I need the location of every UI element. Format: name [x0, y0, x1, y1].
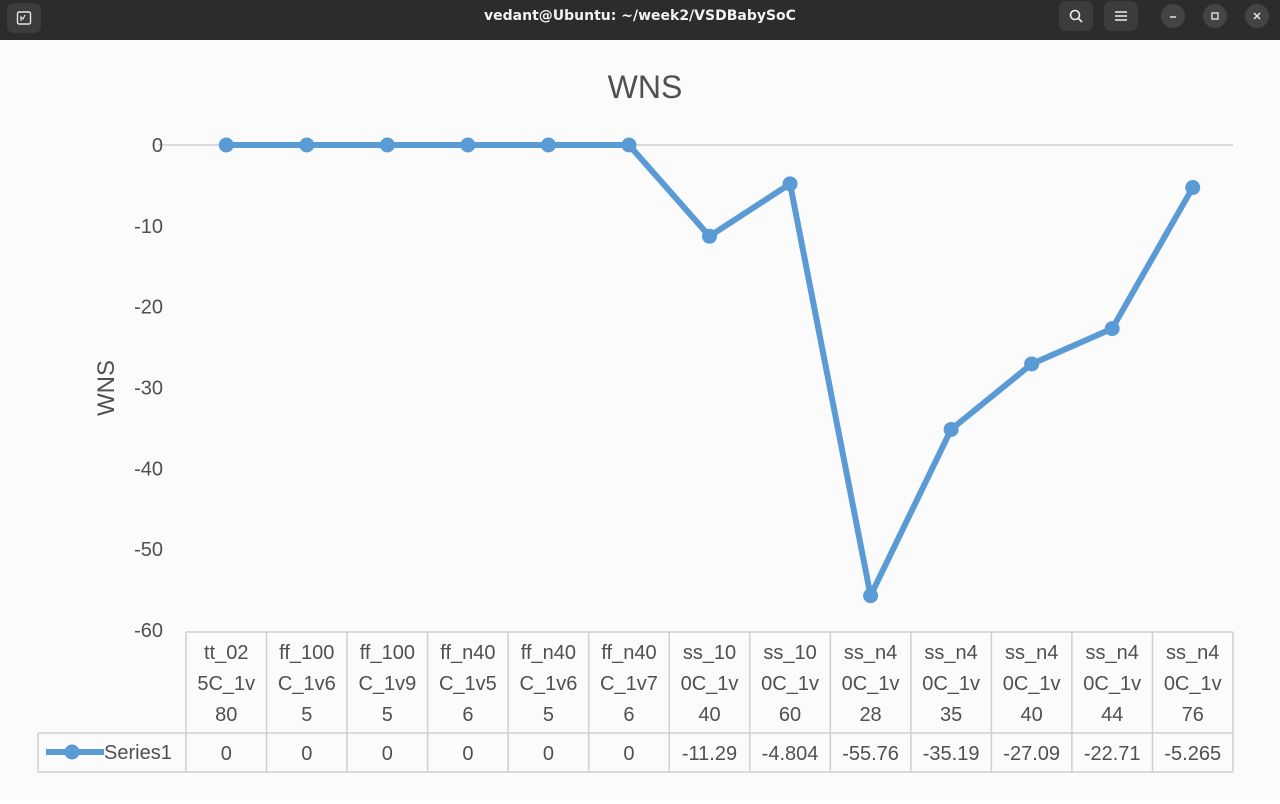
- x-category-label: C_1v6: [278, 673, 336, 695]
- x-category-label: ff_n40: [440, 642, 495, 664]
- data-point: [379, 137, 395, 153]
- y-axis-label: WNS: [93, 360, 120, 416]
- x-category-label: 0C_1v: [922, 673, 980, 695]
- data-point: [540, 137, 556, 153]
- wns-line-chart: WNS WNS 0 -10 -20 -30 -40 -50 -60 tt_02 5C_1v 80…: [37, 69, 1234, 773]
- data-table-value: -35.19: [923, 743, 980, 765]
- data-point: [863, 588, 879, 604]
- x-category-label: 76: [1182, 704, 1204, 726]
- minimize-icon: [1170, 16, 1176, 18]
- data-point: [621, 137, 637, 153]
- data-table-value: 0: [543, 743, 554, 765]
- y-tick-label: -60: [134, 620, 163, 642]
- data-point: [702, 228, 717, 244]
- x-category-label: 0C_1v: [761, 673, 819, 695]
- x-category-label: ss_n4: [1005, 642, 1058, 664]
- x-category-label: C_1v6: [520, 673, 578, 695]
- data-table-value: -55.76: [842, 743, 899, 765]
- data-table-value: -11.29: [682, 743, 737, 765]
- x-category-label: ff_100: [279, 642, 334, 664]
- chart-canvas: WNS WNS 0 -10 -20 -30 -40 -50 -60 tt_02 5C_1v 80…: [0, 40, 1280, 800]
- x-category-label: 35: [940, 704, 962, 726]
- legend-marker: [64, 744, 80, 760]
- x-category-label: ff_100: [360, 642, 415, 664]
- x-category-label: 40: [1021, 704, 1043, 726]
- terminal-menu-button[interactable]: [7, 3, 41, 33]
- legend-label: Series1: [104, 742, 172, 764]
- data-table-value: -5.265: [1164, 743, 1221, 765]
- series-layer: [218, 137, 1201, 604]
- chart-title: WNS: [608, 69, 683, 105]
- x-category-label: C_1v9: [358, 673, 416, 695]
- data-point: [1104, 321, 1120, 337]
- hamburger-menu-button[interactable]: [1104, 1, 1138, 31]
- x-category-label: ss_n4: [1086, 642, 1139, 664]
- data-table: tt_02 5C_1v 80 0 ff_100 C_1v6 5 0 ff_100 C_1v9 5 0 f…: [37, 631, 1234, 773]
- data-point: [1185, 180, 1201, 196]
- x-category-label: 0C_1v: [681, 673, 739, 695]
- x-category-label: ss_10: [763, 642, 816, 664]
- search-button[interactable]: [1059, 1, 1093, 31]
- x-category-label: C_1v7: [600, 673, 658, 695]
- title-bar: vedant@Ubuntu: ~/week2/VSDBabySoC: [0, 0, 1280, 40]
- x-category-label: 6: [462, 704, 473, 726]
- close-icon: [1253, 12, 1261, 20]
- y-tick-label: -50: [134, 539, 163, 561]
- data-point: [782, 176, 798, 192]
- data-point: [218, 137, 234, 153]
- close-button[interactable]: [1245, 4, 1269, 28]
- x-category-label: ss_n4: [1166, 642, 1219, 664]
- data-table-value: 0: [623, 743, 634, 765]
- x-category-label: 0C_1v: [1003, 673, 1061, 695]
- x-category-label: ff_n40: [601, 642, 656, 664]
- data-point: [943, 421, 959, 437]
- minimize-button[interactable]: [1161, 4, 1185, 28]
- y-tick-label: -30: [134, 378, 163, 400]
- terminal-icon: [16, 11, 32, 25]
- data-table-value: 0: [462, 743, 473, 765]
- x-category-label: ff_n40: [521, 642, 576, 664]
- data-table-value: 0: [221, 743, 232, 765]
- x-category-label: tt_02: [204, 642, 248, 664]
- data-point: [1024, 356, 1040, 372]
- x-category-label: 44: [1101, 704, 1123, 726]
- search-icon: [1069, 9, 1083, 23]
- x-category-label: 28: [859, 704, 881, 726]
- y-tick-label: -20: [134, 297, 163, 319]
- data-table-value: -27.09: [1003, 743, 1060, 765]
- y-tick-label: 0: [152, 135, 163, 157]
- x-category-label: ss_n4: [844, 642, 897, 664]
- x-category-label: 0C_1v: [1164, 673, 1222, 695]
- y-tick-label: -10: [134, 216, 163, 238]
- x-category-label: ss_10: [683, 642, 736, 664]
- data-table-value: -4.804: [762, 743, 819, 765]
- maximize-icon: [1211, 12, 1219, 20]
- x-category-label: 0C_1v: [842, 673, 900, 695]
- data-table-value: -22.71: [1084, 743, 1141, 765]
- x-category-label: 60: [779, 704, 801, 726]
- data-table-value: 0: [382, 743, 393, 765]
- x-category-label: 5: [543, 704, 554, 726]
- data-table-value: 0: [301, 743, 312, 765]
- menu-icon: [1115, 11, 1127, 21]
- x-category-label: 0C_1v: [1083, 673, 1141, 695]
- x-category-label: 5: [301, 704, 312, 726]
- data-point: [299, 137, 315, 153]
- y-tick-label: -40: [134, 458, 163, 480]
- maximize-button[interactable]: [1203, 4, 1227, 28]
- data-point: [460, 137, 476, 153]
- x-category-label: 5C_1v: [197, 673, 255, 695]
- x-category-label: C_1v5: [439, 673, 497, 695]
- x-category-label: 80: [215, 704, 237, 726]
- window-title: vedant@Ubuntu: ~/week2/VSDBabySoC: [484, 8, 796, 24]
- x-category-label: 6: [623, 704, 634, 726]
- x-category-label: 40: [698, 704, 720, 726]
- x-category-label: 5: [382, 704, 393, 726]
- series-line: [223, 142, 1196, 599]
- x-category-label: ss_n4: [924, 642, 977, 664]
